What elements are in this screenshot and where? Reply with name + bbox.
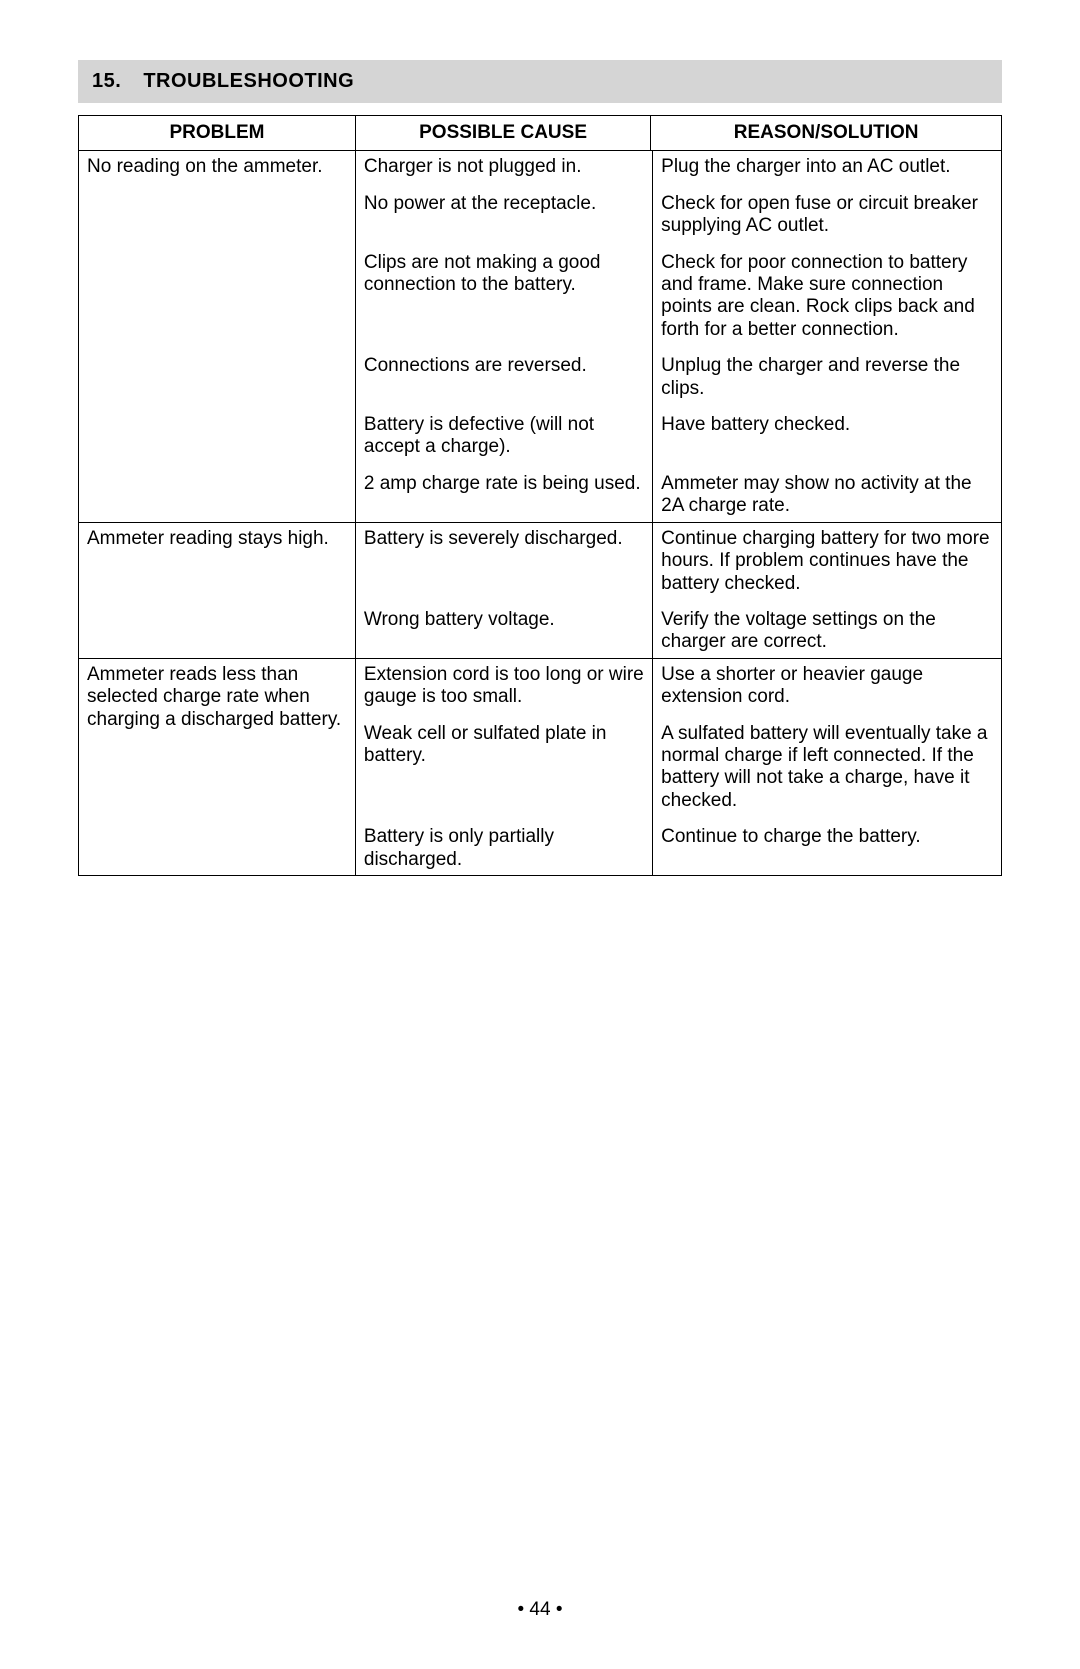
- troubleshooting-table: PROBLEM POSSIBLE CAUSE REASON/SOLUTION N…: [78, 115, 1002, 876]
- cause-solution-row: Wrong battery voltage.Verify the voltage…: [356, 609, 1001, 658]
- cause-solution-row: Clips are not making a good connection t…: [356, 252, 1001, 356]
- solution-cell: Plug the charger into an AC outlet.: [653, 151, 1001, 192]
- solution-cell: Check for poor connection to battery and…: [653, 252, 1001, 356]
- solution-cell: A sulfated battery will eventually take …: [653, 723, 1001, 827]
- cause-cell: Battery is only partially discharged.: [356, 826, 653, 875]
- col-header-solution: REASON/SOLUTION: [651, 116, 1002, 151]
- cause-cell: Clips are not making a good connection t…: [356, 252, 653, 356]
- cause-cell: 2 amp charge rate is being used.: [356, 473, 653, 522]
- col-header-problem: PROBLEM: [79, 116, 356, 151]
- cause-cell: Battery is severely discharged.: [356, 523, 653, 609]
- cause-solution-row: Weak cell or sulfated plate in battery.A…: [356, 723, 1001, 827]
- solution-cell: Use a shorter or heavier gauge extension…: [653, 659, 1001, 723]
- table-row: Ammeter reads less than selected charge …: [79, 658, 1002, 875]
- section-title: TROUBLESHOOTING: [143, 70, 354, 92]
- cause-cell: Charger is not plugged in.: [356, 151, 653, 192]
- cause-solution-row: Connections are reversed.Unplug the char…: [356, 355, 1001, 414]
- page-number: • 44 •: [0, 1599, 1080, 1621]
- cause-cell: Weak cell or sulfated plate in battery.: [356, 723, 653, 827]
- cause-cell: Connections are reversed.: [356, 355, 653, 414]
- cause-solution-row: No power at the receptacle.Check for ope…: [356, 193, 1001, 252]
- solution-cell: Check for open fuse or circuit breaker s…: [653, 193, 1001, 252]
- cause-solution-row: Extension cord is too long or wire gauge…: [356, 659, 1001, 723]
- solution-cell: Ammeter may show no activity at the 2A c…: [653, 473, 1001, 522]
- solution-cell: Unplug the charger and reverse the clips…: [653, 355, 1001, 414]
- section-number: 15.: [92, 70, 121, 93]
- table-body: No reading on the ammeter.Charger is not…: [79, 151, 1002, 876]
- table-header-row: PROBLEM POSSIBLE CAUSE REASON/SOLUTION: [79, 116, 1002, 151]
- cause-cell: Extension cord is too long or wire gauge…: [356, 659, 653, 723]
- section-header: 15. TROUBLESHOOTING: [78, 60, 1002, 103]
- cause-solution-row: Battery is defective (will not accept a …: [356, 414, 1001, 473]
- cause-cell: No power at the receptacle.: [356, 193, 653, 252]
- cause-solution-inner-table: Battery is severely discharged.Continue …: [356, 523, 1001, 658]
- table-row: No reading on the ammeter.Charger is not…: [79, 151, 1002, 522]
- cause-cell: Wrong battery voltage.: [356, 609, 653, 658]
- problem-cell: Ammeter reads less than selected charge …: [79, 658, 356, 875]
- solution-cell: Verify the voltage settings on the charg…: [653, 609, 1001, 658]
- cause-solution-inner-table: Extension cord is too long or wire gauge…: [356, 659, 1001, 875]
- col-header-cause: POSSIBLE CAUSE: [355, 116, 650, 151]
- cause-solution-cell: Charger is not plugged in.Plug the charg…: [355, 151, 1001, 522]
- problem-cell: No reading on the ammeter.: [79, 151, 356, 522]
- cause-solution-row: Battery is severely discharged.Continue …: [356, 523, 1001, 609]
- problem-cell: Ammeter reading stays high.: [79, 522, 356, 658]
- cause-cell: Battery is defective (will not accept a …: [356, 414, 653, 473]
- cause-solution-row: Charger is not plugged in.Plug the charg…: [356, 151, 1001, 192]
- cause-solution-row: Battery is only partially discharged.Con…: [356, 826, 1001, 875]
- cause-solution-cell: Battery is severely discharged.Continue …: [355, 522, 1001, 658]
- cause-solution-inner-table: Charger is not plugged in.Plug the charg…: [356, 151, 1001, 521]
- solution-cell: Have battery checked.: [653, 414, 1001, 473]
- cause-solution-row: 2 amp charge rate is being used.Ammeter …: [356, 473, 1001, 522]
- table-row: Ammeter reading stays high.Battery is se…: [79, 522, 1002, 658]
- solution-cell: Continue to charge the battery.: [653, 826, 1001, 875]
- solution-cell: Continue charging battery for two more h…: [653, 523, 1001, 609]
- cause-solution-cell: Extension cord is too long or wire gauge…: [355, 658, 1001, 875]
